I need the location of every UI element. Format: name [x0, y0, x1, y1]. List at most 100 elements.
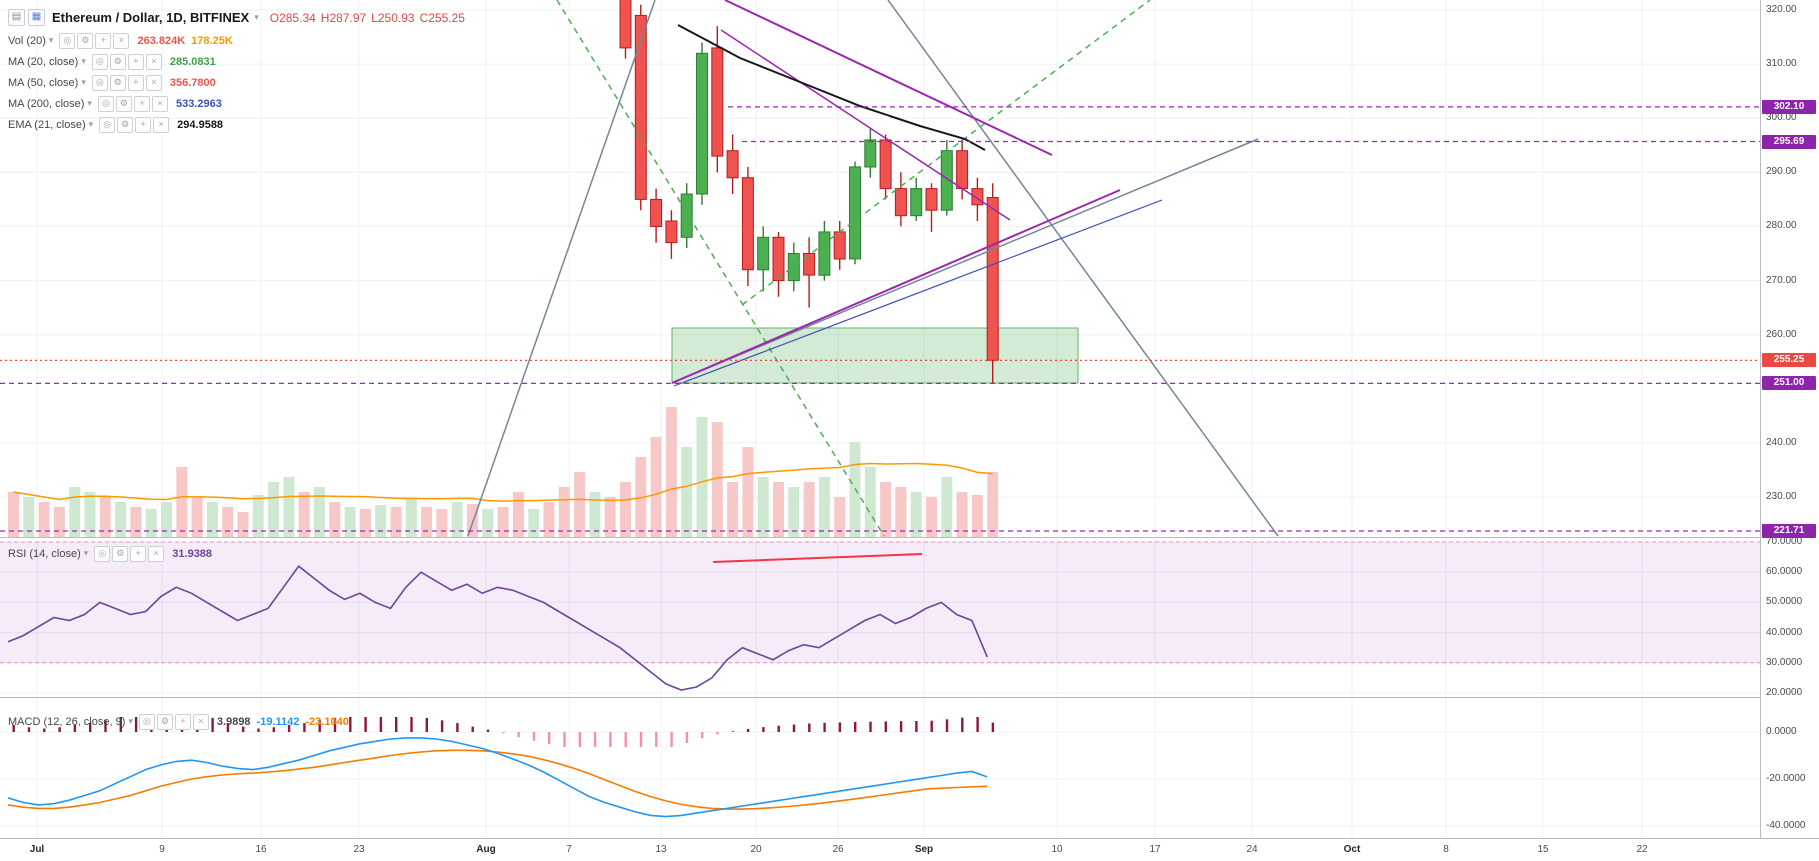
caret-down-icon[interactable]: ▾ — [81, 77, 86, 87]
volume-ma-line — [13, 462, 993, 502]
macd-tick-label: -20.0000 — [1766, 773, 1806, 784]
indicator-value: 285.0831 — [169, 55, 216, 68]
indicator-label[interactable]: Vol (20) — [8, 34, 46, 47]
horizontal-price-lines — [0, 106, 1760, 532]
gear-icon[interactable]: ⚙ — [109, 74, 126, 91]
indicator-label[interactable]: RSI (14, close) — [8, 547, 81, 560]
price-tick-label: 280.00 — [1766, 220, 1797, 232]
price-label-chip: 251.00 — [1762, 376, 1816, 391]
plus-icon[interactable]: + — [95, 32, 112, 49]
plus-icon[interactable]: + — [127, 74, 144, 91]
gear-icon[interactable]: ⚙ — [156, 713, 173, 730]
collapse-icon[interactable]: ▤ — [8, 9, 25, 26]
gear-icon[interactable]: ⚙ — [115, 95, 132, 112]
time-tick-label: 9 — [159, 844, 165, 855]
macd-signal-line — [7, 749, 988, 810]
rsi-tick-label: 70.0000 — [1766, 536, 1803, 547]
plus-icon[interactable]: + — [135, 116, 152, 133]
close-icon[interactable]: × — [192, 713, 209, 730]
price-label-chip: 302.10 — [1762, 99, 1816, 114]
symbol-row: ▤ ▦ Ethereum / Dollar, 1D, BITFINEX ▾ O2… — [8, 5, 465, 30]
pane-divider[interactable] — [0, 697, 1819, 698]
drawn-trendlines — [467, 0, 1279, 537]
eye-icon[interactable]: ◎ — [94, 545, 111, 562]
indicator-label[interactable]: MA (50, close) — [8, 76, 79, 89]
plus-icon[interactable]: + — [127, 53, 144, 70]
rsi-tick-label: 60.0000 — [1766, 566, 1803, 578]
caret-down-icon[interactable]: ▾ — [88, 119, 94, 129]
time-axis[interactable]: Jul 9 16 23 Aug 7 13 20 26 Sep 10 17 24 Oct 8 15 22 — [0, 838, 1819, 861]
time-tick-label: 10 — [1051, 844, 1063, 855]
price-tick-label: 320.00 — [1766, 4, 1797, 15]
indicator-value: 263.824K — [137, 34, 186, 47]
gear-icon[interactable]: ⚙ — [112, 545, 129, 562]
price-tick-label: 290.00 — [1766, 166, 1797, 178]
caret-down-icon[interactable]: ▾ — [128, 716, 133, 726]
close-icon[interactable]: × — [145, 53, 162, 70]
indicator-row: MA (200, close) ▾ ◎ ⚙ + × 533.2963 — [8, 93, 465, 114]
close-icon[interactable]: × — [113, 32, 130, 49]
time-tick-label: 26 — [832, 844, 844, 855]
eye-icon[interactable]: ◎ — [99, 116, 116, 133]
main-price-pane[interactable] — [0, 0, 1760, 537]
indicator-row: MA (50, close) ▾ ◎ ⚙ + × 356.7800 — [8, 72, 465, 93]
time-tick-label: 24 — [1246, 844, 1258, 855]
caret-down-icon[interactable]: ▾ — [87, 98, 92, 108]
eye-icon[interactable]: ◎ — [91, 53, 108, 70]
macd-pane[interactable] — [0, 697, 1760, 838]
eye-icon[interactable]: ◎ — [59, 32, 76, 49]
close-icon[interactable]: × — [148, 545, 165, 562]
indicator-label[interactable]: EMA (21, close) — [8, 118, 86, 131]
rsi-band — [0, 542, 1760, 663]
time-tick-label: 20 — [750, 844, 762, 855]
indicator-value: 3.9898 — [216, 715, 251, 728]
time-tick-label: Jul — [29, 844, 45, 855]
ema-curve — [677, 24, 986, 151]
caret-down-icon[interactable]: ▾ — [83, 548, 89, 558]
indicator-row: EMA (21, close) ▾ ◎ ⚙ + × 294.9588 — [8, 114, 465, 135]
indicator-label[interactable]: MA (20, close) — [8, 55, 79, 68]
gear-icon[interactable]: ⚙ — [109, 53, 126, 70]
indicator-label[interactable]: MACD (12, 26, close, 9) — [8, 715, 126, 728]
rsi-pane[interactable] — [0, 537, 1760, 697]
close-icon[interactable]: × — [151, 95, 168, 112]
close-icon[interactable]: × — [145, 74, 162, 91]
gear-icon[interactable]: ⚙ — [77, 32, 94, 49]
plus-icon[interactable]: + — [130, 545, 147, 562]
time-tick-label: Sep — [914, 844, 934, 855]
time-tick-label: 16 — [255, 844, 267, 855]
macd-histogram — [12, 717, 995, 747]
caret-down-icon[interactable]: ▾ — [81, 56, 86, 66]
symbol-title[interactable]: Ethereum / Dollar, 1D, BITFINEX — [52, 10, 250, 25]
legend-macd: MACD (12, 26, close, 9) ▾ ◎ ⚙ + × 3.9898 -19.11… — [8, 711, 349, 732]
indicator-value: -19.1142 — [256, 715, 300, 728]
price-axis[interactable]: 320.00 310.00 300.00 290.00 280.00 270.00 260.… — [1760, 0, 1819, 838]
indicator-value: 31.9388 — [172, 547, 213, 560]
macd-tick-label: -40.0000 — [1766, 820, 1806, 831]
legend-main: ▤ ▦ Ethereum / Dollar, 1D, BITFINEX ▾ O2… — [8, 5, 465, 135]
caret-down-icon[interactable]: ▾ — [48, 35, 54, 45]
close-icon[interactable]: × — [153, 116, 170, 133]
ohlc-value: H287.97 — [320, 10, 367, 25]
eye-icon[interactable]: ◎ — [138, 713, 155, 730]
price-tick-label: 310.00 — [1766, 58, 1797, 70]
pane-divider[interactable] — [0, 537, 1819, 538]
ohlc-value: L250.93 — [371, 10, 415, 25]
chart-style-icon[interactable]: ▦ — [28, 9, 45, 26]
caret-down-icon[interactable]: ▾ — [254, 12, 259, 22]
gear-icon[interactable]: ⚙ — [117, 116, 134, 133]
rsi-line — [7, 565, 988, 691]
time-tick-label: 7 — [566, 844, 572, 855]
ohlc-value: O285.34 — [269, 10, 316, 25]
price-label-chip: 295.69 — [1762, 134, 1816, 149]
plus-icon[interactable]: + — [174, 713, 191, 730]
volume-series — [8, 407, 999, 537]
time-tick-label: 23 — [353, 844, 365, 855]
eye-icon[interactable]: ◎ — [91, 74, 108, 91]
candlestick-series — [619, 0, 999, 384]
eye-icon[interactable]: ◎ — [97, 95, 114, 112]
plus-icon[interactable]: + — [133, 95, 150, 112]
indicator-label[interactable]: MA (200, close) — [8, 97, 85, 110]
time-tick-label: Aug — [476, 844, 496, 855]
